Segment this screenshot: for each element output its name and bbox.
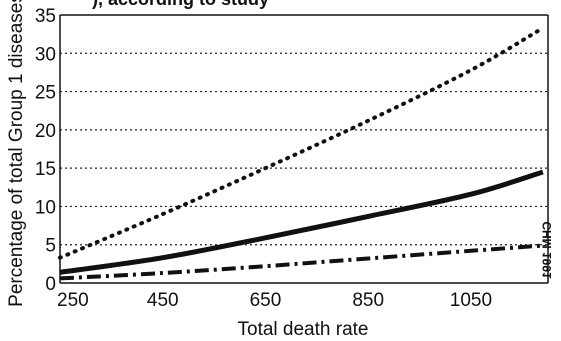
y-tick-label: 30 xyxy=(35,44,56,65)
y-tick-labels: 0 5 10 15 20 25 30 35 xyxy=(35,6,56,295)
y-axis-label: Percentage of total Group 1 diseases xyxy=(6,0,27,307)
x-tick-label: 250 xyxy=(57,290,89,311)
y-tick-label: 35 xyxy=(35,6,56,27)
series-lines xyxy=(58,26,545,281)
grid-lines xyxy=(60,52,548,246)
x-tick-label: 450 xyxy=(147,290,179,311)
series-line-solid xyxy=(59,169,544,275)
x-tick-label: 650 xyxy=(250,290,282,311)
x-tick-labels: 250 450 650 850 1050 xyxy=(57,290,492,311)
y-tick-label: 5 xyxy=(45,236,56,257)
y-tick-label: 20 xyxy=(35,121,56,142)
x-tick-label: 850 xyxy=(352,290,384,311)
x-axis-label: Total death rate xyxy=(238,319,369,340)
series-line-dash-dot xyxy=(59,243,544,281)
y-tick-label: 0 xyxy=(45,274,56,295)
y-tick-label: 15 xyxy=(35,159,56,180)
side-note: CHM 1991 xyxy=(540,221,554,279)
y-tick-label: 10 xyxy=(35,197,56,218)
series-line-dotted xyxy=(58,26,545,260)
clipped-title: ), according to study xyxy=(92,0,269,9)
x-tick-label: 1050 xyxy=(450,290,492,311)
y-tick-label: 25 xyxy=(35,83,56,104)
